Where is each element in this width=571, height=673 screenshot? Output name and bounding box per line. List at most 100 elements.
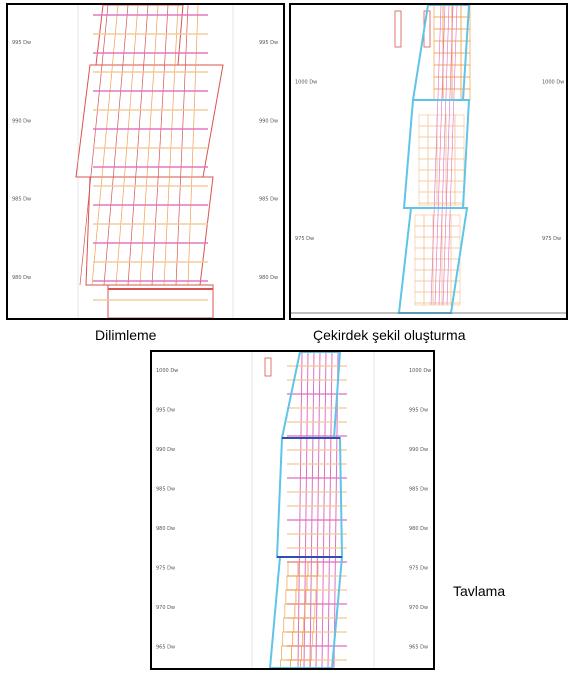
anneal-grid-cell (292, 631, 304, 647)
core-grid-cell (454, 114, 465, 127)
core-grid-cell (436, 158, 447, 171)
core-column-line (446, 5, 458, 306)
anneal-grid-cell (284, 603, 296, 619)
core-column-line (438, 5, 450, 306)
core-grid-cell (450, 214, 461, 227)
anneal-grid-cell (280, 659, 291, 668)
anneal-grid-cell (300, 659, 311, 668)
axis-tick-label: 980 Dw (259, 275, 278, 281)
core-outline (411, 5, 471, 101)
core-grid-cell (451, 40, 462, 54)
anneal-grid-cell (285, 589, 297, 605)
anneal-grid-cell (291, 645, 303, 661)
axis-tick-label: 995 Dw (259, 40, 278, 46)
axis-tick-label: 1000 Dw (542, 79, 564, 85)
axis-tick-label: 980 Dw (409, 526, 428, 532)
core-grid-cell (418, 180, 429, 193)
axis-tick-label: 990 Dw (259, 118, 278, 124)
core-grid-cell (441, 269, 452, 282)
core-grid-cell (414, 258, 425, 271)
axis-tick-label: 985 Dw (12, 197, 31, 203)
core-grid-cell (450, 236, 461, 249)
core-grid-cell (433, 52, 444, 66)
axis-tick-label: 965 Dw (156, 644, 175, 650)
slice-column-line (91, 5, 119, 286)
core-grid-cell (423, 225, 434, 238)
axis-tick-label: 980 Dw (12, 275, 31, 281)
core-grid-cell (454, 136, 465, 149)
core-grid-cell (414, 302, 425, 306)
core-grid-cell (418, 147, 429, 160)
anneal-grid-cell (287, 561, 299, 577)
core-grid-cell (432, 269, 443, 282)
core-grid-cell (460, 76, 471, 90)
axis-tick-label: 1000 Dw (409, 368, 431, 374)
axis-tick-label: 990 Dw (156, 447, 175, 453)
anneal-grid-cell (290, 659, 301, 668)
core-column-line (434, 5, 446, 306)
core-grid-cell (423, 247, 434, 260)
core-grid-cell (451, 88, 462, 101)
core-grid-cell (451, 52, 462, 66)
axis-tick-label: 970 Dw (409, 605, 428, 611)
core-grid-cell (454, 158, 465, 171)
core-grid-cell (445, 125, 456, 138)
core-grid-cell (433, 28, 444, 42)
axis-tick-label: 975 Dw (542, 236, 561, 242)
core-grid-cell (414, 225, 425, 238)
slice-column-line (163, 5, 179, 286)
slicing-diagram: 995 Dw 990 Dw 985 Dw 980 Dw 995 Dw 990 Dw 985 … (12, 5, 278, 318)
anneal-grid-cell (303, 617, 315, 633)
core-grid-cell (454, 169, 465, 182)
core-grid-cell (427, 125, 438, 138)
core-grid-cell (442, 5, 453, 18)
core-grid-cell (418, 191, 429, 204)
core-grid-cell (418, 125, 429, 138)
core-grid-cell (445, 147, 456, 160)
core-grid-cell (450, 225, 461, 238)
axis-tick-label: 985 Dw (409, 486, 428, 492)
core-grid-cell (432, 280, 443, 293)
anneal-grid-cell (286, 575, 298, 591)
axis-tick-label: 985 Dw (156, 486, 175, 492)
core-grid-cell (436, 180, 447, 193)
core-grid-cell (454, 125, 465, 138)
anneal-grid-cell (282, 631, 294, 647)
anneal-column-line (333, 352, 339, 668)
axis-tick-label: 965 Dw (409, 644, 428, 650)
core-grid-cell (414, 280, 425, 293)
slicing-caption: Dilimleme (95, 327, 157, 343)
anneal-grid-cell (307, 561, 319, 577)
core-grid-cell (441, 258, 452, 271)
axis-tick-label: 975 Dw (156, 565, 175, 571)
axis-tick-label: 1000 Dw (156, 368, 178, 374)
slice-outline (107, 284, 214, 318)
axis-tick-label: 975 Dw (409, 565, 428, 571)
core-grid-cell (414, 236, 425, 249)
core-grid-cell (436, 169, 447, 182)
core-grid-cell (445, 114, 456, 127)
core-grid-cell (418, 136, 429, 149)
axis-tick-label: 990 Dw (12, 118, 31, 124)
core-marker (394, 10, 402, 48)
core-grid-cell (451, 76, 462, 90)
slice-column-line (115, 5, 139, 286)
core-grid-cell (418, 158, 429, 171)
core-grid-cell (423, 214, 434, 227)
core-grid-cell (427, 114, 438, 127)
core-grid-cell (427, 191, 438, 204)
core-grid-cell (423, 302, 434, 306)
axis-tick-label: 995 Dw (156, 407, 175, 413)
anneal-column-line (309, 352, 315, 668)
anneal-grid-cell (294, 603, 306, 619)
core-grid-cell (432, 302, 443, 306)
core-grid-cell (414, 291, 425, 304)
core-grid-cell (433, 16, 444, 30)
core-grid-cell (414, 214, 425, 227)
axis-tick-label: 990 Dw (409, 447, 428, 453)
core-grid-cell (460, 28, 471, 42)
anneal-column-line (297, 352, 303, 668)
slicing-panel: 995 Dw 990 Dw 985 Dw 980 Dw 995 Dw 990 Dw 985 … (6, 3, 285, 320)
axis-tick-label: 995 Dw (409, 407, 428, 413)
slice-column-line (151, 5, 169, 286)
